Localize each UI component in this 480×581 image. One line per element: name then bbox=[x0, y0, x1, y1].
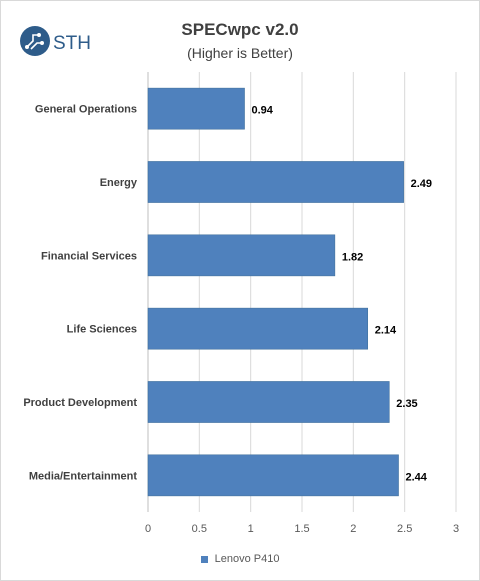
bar bbox=[147, 454, 399, 497]
data-label: 1.82 bbox=[342, 251, 363, 263]
x-tick-label: 2 bbox=[350, 523, 356, 535]
bar bbox=[147, 234, 336, 277]
bar bbox=[147, 161, 404, 203]
category-label: Media/Entertainment bbox=[29, 470, 138, 482]
data-label: 0.94 bbox=[252, 105, 274, 117]
x-tick-label: 0 bbox=[145, 523, 151, 535]
logo-text: STH bbox=[53, 33, 90, 54]
x-tick-label: 2.5 bbox=[397, 523, 412, 535]
data-label: 2.14 bbox=[375, 325, 397, 337]
data-label: 2.44 bbox=[406, 471, 428, 483]
chart-subtitle: (Higher is Better) bbox=[187, 45, 293, 61]
legend-label: Lenovo P410 bbox=[214, 553, 280, 566]
legend-swatch bbox=[200, 555, 208, 563]
bar bbox=[147, 307, 369, 350]
data-label: 2.49 bbox=[411, 178, 432, 190]
labels: 0 0.5 1 1.5 2 2.5 3 General Operations 0.94 Energ… bbox=[23, 104, 459, 535]
category-label: Product Development bbox=[23, 397, 137, 409]
category-label: Life Sciences bbox=[67, 324, 137, 336]
x-tick-label: 1 bbox=[248, 523, 254, 535]
chart-title: SPECwpc v2.0 bbox=[181, 20, 299, 39]
gridlines bbox=[147, 72, 457, 512]
x-tick-label: 1.5 bbox=[294, 523, 309, 535]
data-label: 2.35 bbox=[396, 398, 417, 410]
bar bbox=[147, 381, 390, 423]
category-label: General Operations bbox=[35, 104, 137, 116]
category-label: Financial Services bbox=[41, 250, 137, 262]
bars bbox=[147, 87, 404, 497]
sth-logo: STH bbox=[20, 26, 90, 56]
bar bbox=[147, 87, 245, 130]
x-tick-label: 0.5 bbox=[192, 523, 207, 535]
legend: Lenovo P410 bbox=[0, 553, 480, 565]
x-tick-label: 3 bbox=[453, 523, 459, 535]
category-label: Energy bbox=[100, 177, 138, 189]
